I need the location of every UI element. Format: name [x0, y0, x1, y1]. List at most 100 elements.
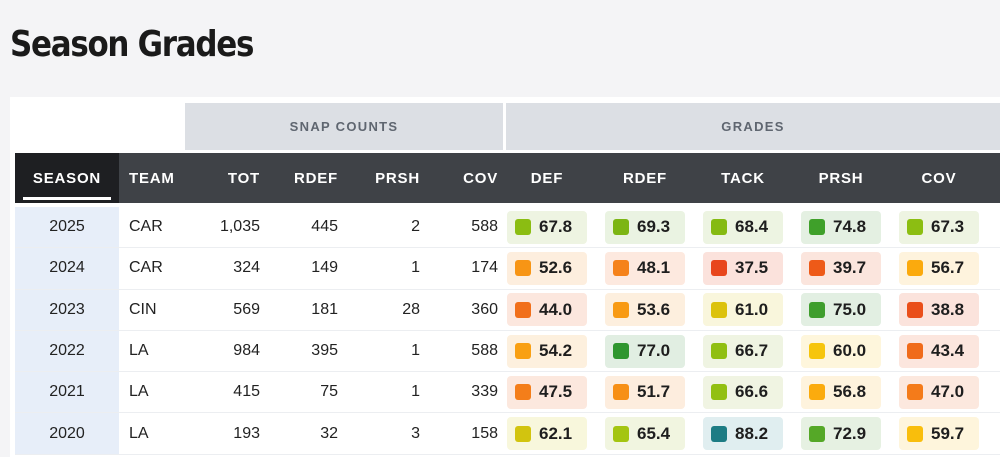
- grade-pill[interactable]: 68.4: [703, 210, 783, 244]
- table-header-row: SEASON TEAM TOT RDEF PRSH COV DEF RDEF T…: [15, 153, 1000, 203]
- grade-pill[interactable]: 54.2: [507, 334, 587, 368]
- grade-color-indicator: [613, 260, 629, 277]
- team-cell: LA: [129, 342, 149, 360]
- grade-value: 56.8: [833, 382, 867, 402]
- grade-value: 44.0: [539, 299, 573, 319]
- snaps-rdef-cell: 149: [311, 259, 338, 277]
- grade-value: 66.6: [735, 382, 769, 402]
- grade-tack-cell: 66.6: [694, 375, 792, 409]
- grade-value: 48.1: [637, 258, 671, 278]
- column-header-grade-rdef[interactable]: RDEF: [622, 169, 668, 187]
- column-header-grade-def[interactable]: DEF: [530, 169, 564, 187]
- grade-pill[interactable]: 74.8: [801, 210, 881, 244]
- grade-cov-cell: 67.3: [890, 210, 988, 244]
- grade-pill[interactable]: 47.0: [899, 375, 979, 409]
- snaps-cov-cell: 339: [471, 383, 498, 401]
- team-cell: CAR: [129, 218, 163, 236]
- grades-group-header: GRADES: [506, 103, 1000, 150]
- grade-pill[interactable]: 43.4: [899, 334, 979, 368]
- grade-pill[interactable]: 51.7: [605, 375, 685, 409]
- grade-pill[interactable]: 44.0: [507, 293, 587, 327]
- grade-cov-cell: 43.4: [890, 334, 988, 368]
- grade-pill[interactable]: 88.2: [703, 417, 783, 451]
- grade-color-indicator: [711, 260, 727, 277]
- grade-color-indicator: [809, 301, 825, 318]
- grade-value: 39.7: [833, 258, 867, 278]
- grade-color-indicator: [907, 301, 923, 318]
- grade-value: 62.1: [539, 423, 573, 443]
- grade-cov-cell: 47.0: [890, 375, 988, 409]
- grade-value: 52.6: [539, 258, 573, 278]
- column-header-team[interactable]: TEAM: [129, 169, 175, 187]
- season-cell: 2022: [15, 330, 119, 372]
- grade-value: 88.2: [735, 423, 769, 443]
- grade-color-indicator: [515, 425, 531, 442]
- grade-value: 43.4: [931, 341, 965, 361]
- table-row[interactable]: 2023 CIN 569 181 28 360 44.0 53.6 61.0 75.0 38.8: [15, 289, 1000, 331]
- grade-pill[interactable]: 37.5: [703, 251, 783, 285]
- snap-counts-group-header: SNAP COUNTS: [185, 103, 503, 150]
- grade-value: 56.7: [931, 258, 965, 278]
- grade-pill[interactable]: 65.4: [605, 417, 685, 451]
- grade-pill[interactable]: 39.7: [801, 251, 881, 285]
- grade-pill[interactable]: 67.3: [899, 210, 979, 244]
- grade-cov-cell: 38.8: [890, 293, 988, 327]
- column-header-grade-tack[interactable]: TACK: [721, 169, 765, 187]
- table-row[interactable]: 2021 LA 415 75 1 339 47.5 51.7 66.6 56.8 47.0: [15, 372, 1000, 414]
- season-cell: 2023: [15, 289, 119, 330]
- season-cell: 2025: [15, 207, 119, 248]
- team-cell: LA: [129, 383, 149, 401]
- table-row[interactable]: 2022 LA 984 395 1 588 54.2 77.0 66.7 60.0 43.4: [15, 330, 1000, 373]
- grade-pill[interactable]: 77.0: [605, 334, 685, 368]
- snaps-prsh-cell: 1: [411, 383, 420, 401]
- table-row[interactable]: 2025 CAR 1,035 445 2 588 67.8 69.3 68.4 74.8 67.3: [15, 207, 1000, 249]
- column-header-season[interactable]: SEASON: [15, 153, 119, 203]
- grade-pill[interactable]: 62.1: [507, 417, 587, 451]
- table-row[interactable]: 2020 LA 193 32 3 158 62.1 65.4 88.2 72.9 59.7: [15, 413, 1000, 455]
- grade-rdef-cell: 69.3: [596, 210, 694, 244]
- snaps-rdef-cell: 32: [320, 424, 338, 442]
- grade-pill[interactable]: 72.9: [801, 417, 881, 451]
- grade-pill[interactable]: 53.6: [605, 293, 685, 327]
- column-header-tot[interactable]: TOT: [227, 169, 260, 187]
- grade-pill[interactable]: 60.0: [801, 334, 881, 368]
- snaps-rdef-cell: 181: [311, 300, 338, 318]
- grade-value: 77.0: [637, 341, 671, 361]
- snaps-tot-cell: 569: [233, 300, 260, 318]
- column-header-prsh[interactable]: PRSH: [375, 169, 420, 187]
- grade-rdef-cell: 48.1: [596, 251, 694, 285]
- grade-pill[interactable]: 38.8: [899, 293, 979, 327]
- grade-pill[interactable]: 66.7: [703, 334, 783, 368]
- grade-pill[interactable]: 52.6: [507, 251, 587, 285]
- table-row[interactable]: 2024 CAR 324 149 1 174 52.6 48.1 37.5 39.7 56.7: [15, 248, 1000, 290]
- grade-color-indicator: [515, 260, 531, 277]
- grade-color-indicator: [613, 384, 629, 401]
- grade-pill[interactable]: 75.0: [801, 293, 881, 327]
- grade-pill[interactable]: 48.1: [605, 251, 685, 285]
- snaps-prsh-cell: 3: [411, 424, 420, 442]
- grade-pill[interactable]: 56.8: [801, 375, 881, 409]
- grade-pill[interactable]: 61.0: [703, 293, 783, 327]
- grade-color-indicator: [809, 260, 825, 277]
- grade-pill[interactable]: 69.3: [605, 210, 685, 244]
- grade-rdef-cell: 77.0: [596, 334, 694, 368]
- column-header-rdef[interactable]: RDEF: [293, 169, 338, 187]
- grade-color-indicator: [907, 384, 923, 401]
- snaps-cov-cell: 360: [471, 300, 498, 318]
- page-title: Season Grades: [10, 24, 254, 65]
- grade-rdef-cell: 65.4: [596, 417, 694, 451]
- grade-pill[interactable]: 56.7: [899, 251, 979, 285]
- column-header-cov[interactable]: COV: [463, 169, 498, 187]
- grade-color-indicator: [613, 301, 629, 318]
- grade-color-indicator: [907, 219, 923, 236]
- grade-color-indicator: [711, 219, 727, 236]
- column-header-grade-prsh[interactable]: PRSH: [818, 169, 864, 187]
- grade-pill[interactable]: 67.8: [507, 210, 587, 244]
- grade-prsh-cell: 75.0: [792, 293, 890, 327]
- grade-pill[interactable]: 47.5: [507, 375, 587, 409]
- grade-pill[interactable]: 66.6: [703, 375, 783, 409]
- grade-rdef-cell: 51.7: [596, 375, 694, 409]
- season-cell: 2020: [15, 413, 119, 454]
- column-header-grade-cov[interactable]: COV: [921, 169, 957, 187]
- grade-pill[interactable]: 59.7: [899, 417, 979, 451]
